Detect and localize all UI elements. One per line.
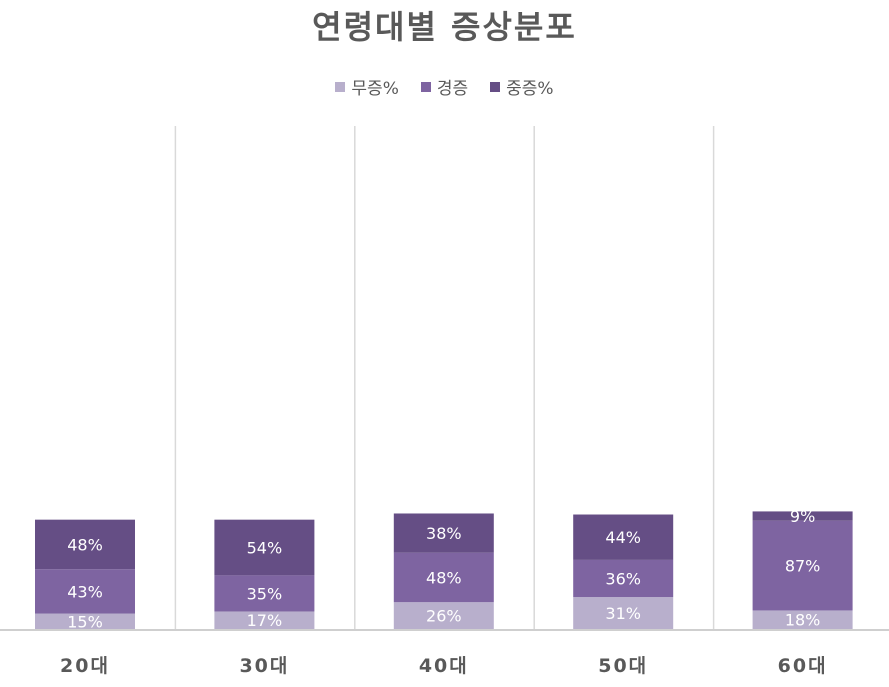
x-tick-label: 40대 (419, 655, 469, 677)
legend-item-mild: 경증 (420, 74, 469, 99)
legend-item-none: 무증% (335, 74, 399, 99)
legend-label-severe: 중증% (506, 79, 554, 99)
x-tick-label: 30대 (239, 655, 289, 677)
bar-segment (573, 514, 674, 560)
x-tick-label: 20대 (60, 655, 110, 677)
bar-segment (214, 519, 315, 576)
bar-segment (393, 513, 494, 553)
data-label: 18% (785, 611, 821, 630)
data-label: 31% (605, 604, 641, 623)
data-label: 43% (67, 582, 103, 601)
legend-label-mild: 경증 (436, 79, 469, 99)
legend: 무증% 경증 중증% (0, 74, 889, 99)
legend-swatch-mild (420, 81, 431, 92)
legend-swatch-severe (490, 81, 501, 92)
bar-segment (573, 559, 674, 598)
bar-segment (35, 613, 135, 629)
bar-segment (393, 602, 494, 629)
legend-swatch-none (335, 81, 346, 92)
data-label: 54% (247, 539, 283, 558)
bar-segment (393, 552, 494, 603)
data-label: 87% (785, 557, 821, 576)
data-label: 9% (790, 507, 815, 526)
x-tick-label: 50대 (598, 655, 648, 677)
bar-segment (752, 520, 853, 611)
bar-segment (752, 610, 853, 629)
bar-segment (214, 575, 315, 612)
data-label: 35% (247, 584, 283, 603)
x-tick-label: 60대 (778, 655, 828, 677)
bar-segment (35, 569, 135, 614)
legend-item-severe: 중증% (490, 74, 554, 99)
data-label: 15% (67, 612, 103, 631)
data-label: 36% (605, 569, 641, 588)
bar-segment (752, 511, 853, 521)
data-label: 26% (426, 607, 462, 626)
chart-title: 연령대별 증상분포 (312, 8, 577, 46)
bar-segment (35, 519, 135, 570)
data-label: 48% (426, 568, 462, 587)
bar-segment (573, 597, 674, 629)
data-label: 44% (605, 528, 641, 547)
legend-label-none: 무증% (351, 79, 399, 99)
bar-segment (214, 611, 315, 629)
data-label: 17% (247, 611, 283, 630)
data-label: 38% (426, 524, 462, 543)
data-label: 48% (67, 535, 103, 554)
